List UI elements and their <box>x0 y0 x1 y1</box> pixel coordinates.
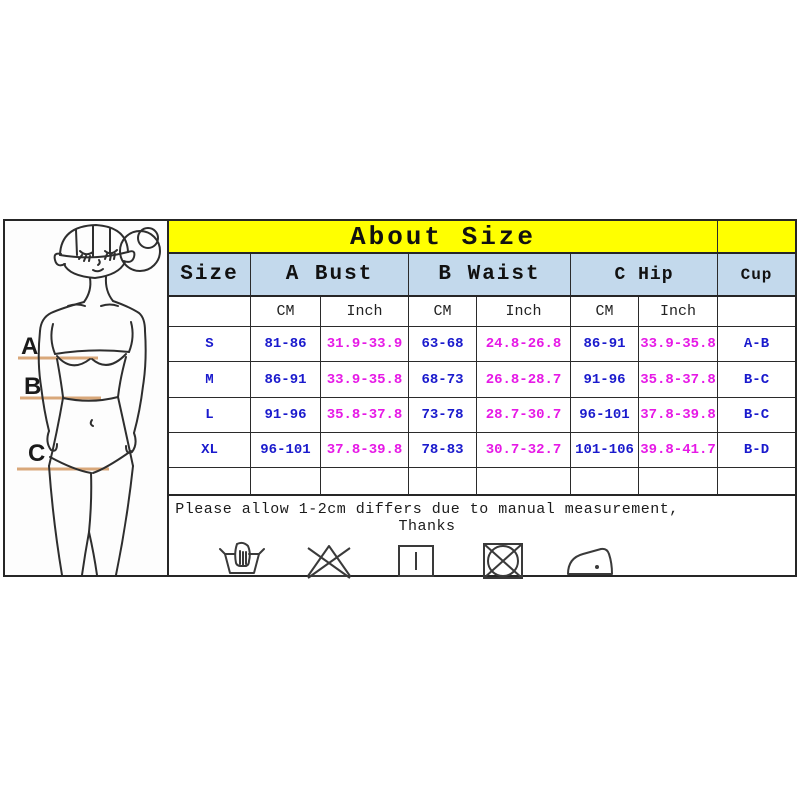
body-figure-panel: A B C <box>5 221 169 575</box>
measurement-note: Please allow 1-2cm differs due to manual… <box>175 501 679 535</box>
empty-cell <box>321 468 409 496</box>
cup-value: B-C <box>718 362 795 398</box>
empty-cell <box>718 468 795 496</box>
label-hip-C: C <box>28 440 45 467</box>
empty-cell <box>409 468 477 496</box>
unit-bust-inch: Inch <box>321 297 409 327</box>
care-icons-row <box>169 541 795 581</box>
hip-cm-value: 91-96 <box>571 362 639 398</box>
drip-dry-icon <box>398 545 434 577</box>
empty-cell <box>571 468 639 496</box>
waist-cm-value: 68-73 <box>409 362 477 398</box>
bust-inch-value: 37.8-39.8 <box>321 433 409 468</box>
waist-inch-value: 28.7-30.7 <box>477 398 571 433</box>
hip-inch-value: 33.9-35.8 <box>639 327 718 362</box>
unit-waist-inch: Inch <box>477 297 571 327</box>
col-header-waist: B Waist <box>409 254 571 297</box>
col-header-hip: C Hip <box>571 254 718 297</box>
hip-inch-value: 37.8-39.8 <box>639 398 718 433</box>
unit-hip-cm: CM <box>571 297 639 327</box>
waist-cm-value: 63-68 <box>409 327 477 362</box>
figure-outline <box>37 224 161 575</box>
hip-cm-value: 101-106 <box>571 433 639 468</box>
bust-inch-value: 35.8-37.8 <box>321 398 409 433</box>
empty-cell <box>251 468 321 496</box>
waist-cm-value: 73-78 <box>409 398 477 433</box>
do-not-bleach-icon <box>307 545 351 579</box>
cup-value: B-C <box>718 398 795 433</box>
hip-cm-value: 86-91 <box>571 327 639 362</box>
col-header-size: Size <box>169 254 251 297</box>
waist-inch-value: 24.8-26.8 <box>477 327 571 362</box>
label-bust-A: A <box>21 333 38 360</box>
bust-cm-value: 96-101 <box>251 433 321 468</box>
woman-body-figure-icon: A B C <box>17 224 161 575</box>
empty-cell <box>169 468 251 496</box>
hip-cm-value: 96-101 <box>571 398 639 433</box>
hand-wash-icon <box>219 541 265 574</box>
size-label: M <box>169 362 251 398</box>
col-header-cup: Cup <box>718 254 795 297</box>
unit-cell-empty <box>718 297 795 327</box>
bust-inch-value: 31.9-33.9 <box>321 327 409 362</box>
size-chart-panel: A B C About Size Size A Bust B Waist C H… <box>3 219 797 579</box>
unit-cell-empty <box>169 297 251 327</box>
unit-waist-cm: CM <box>409 297 477 327</box>
bust-cm-value: 91-96 <box>251 398 321 433</box>
bust-cm-value: 86-91 <box>251 362 321 398</box>
bust-cm-value: 81-86 <box>251 327 321 362</box>
empty-cell <box>477 468 571 496</box>
iron-low-heat-icon <box>567 547 613 575</box>
hip-inch-value: 39.8-41.7 <box>639 433 718 468</box>
do-not-tumble-dry-icon <box>483 543 523 579</box>
empty-cell <box>639 468 718 496</box>
size-label: XL <box>169 433 251 468</box>
col-header-bust: A Bust <box>251 254 409 297</box>
size-table: About Size Size A Bust B Waist C Hip Cup… <box>169 221 795 579</box>
unit-bust-cm: CM <box>251 297 321 327</box>
cup-value: B-D <box>718 433 795 468</box>
hip-inch-value: 35.8-37.8 <box>639 362 718 398</box>
waist-inch-value: 26.8-28.7 <box>477 362 571 398</box>
table-title: About Size <box>169 221 718 254</box>
unit-hip-inch: Inch <box>639 297 718 327</box>
waist-inch-value: 30.7-32.7 <box>477 433 571 468</box>
table-title-spacer <box>718 221 795 254</box>
waist-cm-value: 78-83 <box>409 433 477 468</box>
cup-value: A-B <box>718 327 795 362</box>
footer-cell: Please allow 1-2cm differs due to manual… <box>169 496 795 581</box>
size-label: S <box>169 327 251 362</box>
label-waist-B: B <box>24 373 41 400</box>
bust-inch-value: 33.9-35.8 <box>321 362 409 398</box>
size-label: L <box>169 398 251 433</box>
